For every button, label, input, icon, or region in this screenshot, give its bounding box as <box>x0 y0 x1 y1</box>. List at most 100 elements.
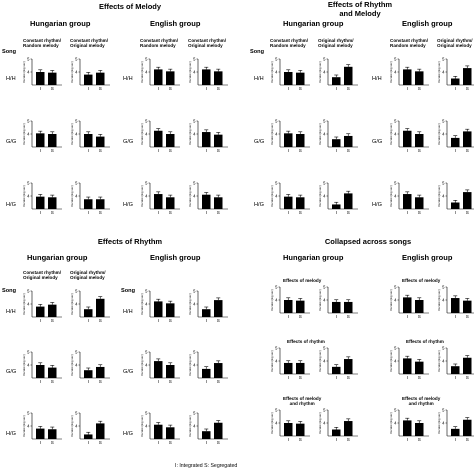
y-axis-title: Duration(log sec) <box>318 185 322 206</box>
x-tick-label: I <box>288 437 289 442</box>
bar <box>84 199 93 209</box>
y-axis-title: Duration(log sec) <box>140 415 144 436</box>
bar <box>403 130 412 147</box>
y-axis-title: Duration(log sec) <box>22 185 26 206</box>
x-tick-label: I <box>206 318 207 323</box>
y-tick-label: 5 <box>145 289 148 294</box>
y-tick-label: 5 <box>275 285 278 290</box>
x-tick-label: I <box>455 437 456 442</box>
y-axis-title: Duration(log sec) <box>389 185 393 206</box>
x-tick-label: I <box>40 440 41 445</box>
song-row-label: H/H <box>123 76 133 82</box>
y-tick-label: 4 <box>193 363 196 368</box>
x-tick-label: S <box>466 375 469 380</box>
y-tick-label: 5 <box>27 350 30 355</box>
bar <box>451 202 460 209</box>
y-tick-label: 5 <box>323 57 326 62</box>
condition-label: Constant rhythm/ Original melody <box>188 38 227 49</box>
group-header-hungarian: Hungarian group <box>30 19 91 28</box>
bar <box>48 134 57 147</box>
song-row-label: G/G <box>372 139 383 145</box>
y-axis-title: Duration(log sec) <box>188 354 192 375</box>
bar <box>202 309 211 317</box>
section-title-effects-rhythm: Effects of Rhythm <box>97 237 163 246</box>
y-axis-title: Duration(log sec) <box>437 350 441 371</box>
bar <box>451 428 460 436</box>
y-tick-label: 4 <box>323 70 326 75</box>
y-tick-label: 5 <box>275 119 278 124</box>
y-tick-label: 5 <box>193 289 196 294</box>
bar <box>451 298 460 313</box>
x-tick-label: I <box>88 318 89 323</box>
y-tick-label: 4 <box>27 70 30 75</box>
bar <box>214 300 223 317</box>
y-axis-title: Duration(log sec) <box>389 350 393 371</box>
x-tick-label: I <box>40 318 41 323</box>
condition-label: Constant rhythm/ Random melody <box>23 38 62 49</box>
bar <box>415 197 424 209</box>
y-tick-label: 5 <box>75 119 78 124</box>
bar <box>154 69 163 85</box>
song-row-label: H/G <box>372 202 382 208</box>
bar <box>415 361 424 374</box>
y-tick-label: 5 <box>27 57 30 62</box>
y-axis-title: Duration(log sec) <box>188 415 192 436</box>
bar <box>48 304 57 317</box>
y-tick-label: 4 <box>27 194 30 199</box>
y-tick-label: 4 <box>75 194 78 199</box>
bar <box>166 134 175 147</box>
y-axis-title: Duration(log sec) <box>318 350 322 371</box>
bar <box>214 197 223 209</box>
bar <box>332 204 341 209</box>
x-tick-label: I <box>88 440 89 445</box>
bar <box>48 72 57 85</box>
y-tick-label: 5 <box>394 181 397 186</box>
bar <box>296 362 305 374</box>
y-axis-title: Duration(log sec) <box>140 61 144 82</box>
y-tick-label: 5 <box>27 289 30 294</box>
y-tick-label: 4 <box>394 194 397 199</box>
y-axis-title: Duration(log sec) <box>270 289 274 310</box>
y-axis-title: Duration(log sec) <box>22 293 26 314</box>
y-tick-label: 5 <box>323 285 326 290</box>
y-tick-label: 4 <box>442 132 445 137</box>
y-axis-title: Duration(log sec) <box>70 185 74 206</box>
y-tick-label: 5 <box>145 350 148 355</box>
x-tick-label: I <box>88 379 89 384</box>
y-tick-label: 4 <box>193 70 196 75</box>
x-tick-label: I <box>455 148 456 153</box>
y-axis-title: Duration(log sec) <box>188 293 192 314</box>
bar <box>463 68 472 85</box>
bar <box>284 362 293 374</box>
song-column-header: Song <box>2 49 16 55</box>
y-tick-label: 4 <box>442 298 445 303</box>
x-tick-label: I <box>407 86 408 91</box>
y-tick-label: 4 <box>323 421 326 426</box>
y-tick-label: 4 <box>193 302 196 307</box>
y-tick-label: 5 <box>275 346 278 351</box>
x-tick-label: S <box>99 440 102 445</box>
y-tick-label: 5 <box>27 181 30 186</box>
y-tick-label: 4 <box>145 363 148 368</box>
x-tick-label: S <box>418 148 421 153</box>
y-tick-label: 4 <box>394 70 397 75</box>
y-axis-title: Duration(log sec) <box>70 61 74 82</box>
bar <box>36 365 45 378</box>
x-tick-label: I <box>336 148 337 153</box>
y-tick-label: 4 <box>323 298 326 303</box>
y-tick-label: 5 <box>442 408 445 413</box>
group-header-hungarian: Hungarian group <box>283 19 344 28</box>
x-tick-label: I <box>336 314 337 319</box>
y-tick-label: 5 <box>442 119 445 124</box>
x-tick-label: I <box>158 148 159 153</box>
